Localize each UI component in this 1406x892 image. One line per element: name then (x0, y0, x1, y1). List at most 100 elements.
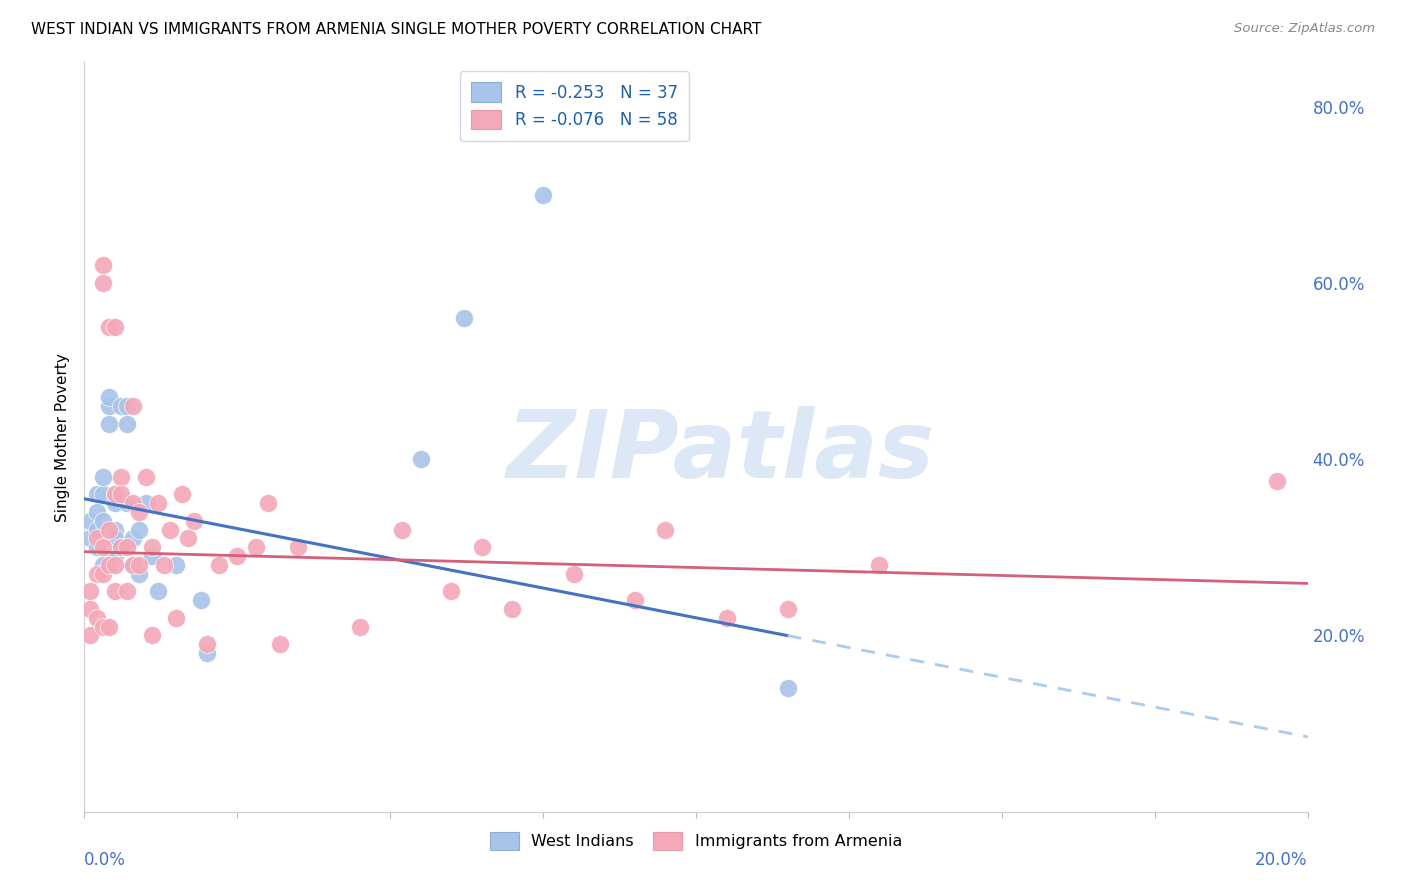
Point (135, 469, 157, 483)
Point (245, 541, 267, 555)
Text: Source: ZipAtlas.com: Source: ZipAtlas.com (1234, 22, 1375, 36)
Point (159, 523, 181, 537)
Point (115, 496, 138, 510)
Point (104, 549, 127, 563)
Point (86, 487, 108, 501)
Point (531, 187, 554, 202)
Point (502, 602, 524, 616)
Point (79, 602, 101, 616)
Point (122, 558, 145, 572)
Point (165, 611, 187, 625)
Point (86, 505, 108, 519)
Point (349, 619, 371, 633)
Point (86, 566, 108, 581)
Point (122, 532, 145, 546)
Point (269, 637, 291, 651)
Point (624, 593, 647, 607)
Point (110, 487, 132, 501)
Legend: West Indians, Immigrants from Armenia: West Indians, Immigrants from Armenia (481, 822, 911, 860)
Point (287, 541, 309, 555)
Point (391, 523, 413, 537)
Point (97, 558, 120, 572)
Point (91, 276, 114, 290)
Point (104, 487, 127, 501)
Point (115, 417, 138, 431)
Point (91, 487, 114, 501)
Point (409, 452, 432, 467)
Point (79, 584, 101, 599)
Point (183, 514, 205, 528)
Point (110, 469, 132, 483)
Point (128, 523, 150, 537)
Point (104, 487, 127, 501)
Point (97, 523, 120, 537)
Point (115, 541, 138, 555)
Text: ZIPatlas: ZIPatlas (506, 406, 935, 498)
Point (104, 584, 127, 599)
Point (869, 558, 891, 572)
Point (91, 258, 114, 272)
Point (86, 532, 108, 546)
Point (716, 611, 738, 625)
Point (122, 496, 145, 510)
Point (91, 514, 114, 528)
Point (104, 319, 127, 334)
Point (654, 523, 676, 537)
Point (79, 532, 101, 546)
Point (79, 628, 101, 642)
Point (562, 566, 585, 581)
Point (141, 541, 163, 555)
Point (104, 523, 127, 537)
Point (110, 399, 132, 413)
Point (91, 619, 114, 633)
Point (104, 496, 127, 510)
Point (153, 558, 176, 572)
Point (257, 496, 280, 510)
Point (776, 681, 799, 696)
Point (195, 646, 218, 660)
Point (165, 558, 187, 572)
Text: WEST INDIAN VS IMMIGRANTS FROM ARMENIA SINGLE MOTHER POVERTY CORRELATION CHART: WEST INDIAN VS IMMIGRANTS FROM ARMENIA S… (31, 22, 761, 37)
Point (97, 619, 120, 633)
Point (91, 566, 114, 581)
Point (128, 558, 150, 572)
Point (146, 496, 169, 510)
Point (91, 541, 114, 555)
Point (115, 399, 138, 413)
Point (776, 602, 799, 616)
Point (86, 523, 108, 537)
Point (122, 399, 145, 413)
Point (128, 505, 150, 519)
Point (195, 637, 218, 651)
Point (97, 391, 120, 405)
Point (146, 584, 169, 599)
Y-axis label: Single Mother Poverty: Single Mother Poverty (55, 352, 70, 522)
Point (172, 487, 194, 501)
Point (177, 532, 200, 546)
Point (104, 532, 127, 546)
Point (208, 558, 231, 572)
Point (141, 549, 163, 563)
Point (110, 541, 132, 555)
Point (97, 319, 120, 334)
Point (440, 584, 463, 599)
Point (91, 558, 114, 572)
Point (104, 558, 127, 572)
Text: 20.0%: 20.0% (1256, 851, 1308, 869)
Point (97, 399, 120, 413)
Point (91, 469, 114, 483)
Point (471, 541, 494, 555)
Point (453, 311, 475, 326)
Point (122, 558, 145, 572)
Point (86, 611, 108, 625)
Point (1265, 474, 1288, 488)
Point (86, 541, 108, 555)
Point (110, 541, 132, 555)
Point (141, 628, 163, 642)
Point (115, 584, 138, 599)
Point (79, 514, 101, 528)
Point (226, 549, 249, 563)
Point (135, 496, 157, 510)
Text: 0.0%: 0.0% (84, 851, 127, 869)
Point (128, 566, 150, 581)
